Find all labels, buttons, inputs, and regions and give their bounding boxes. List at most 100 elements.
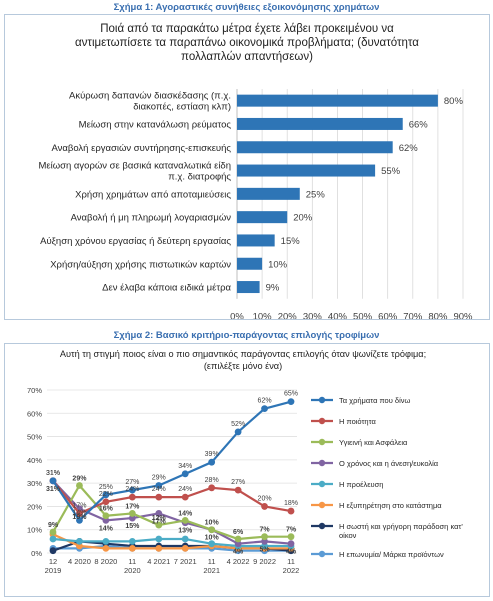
legend-marker [318,438,326,446]
legend-item: Υγιεινή και Ασφάλεια [311,438,408,447]
bar [237,94,438,107]
legend-item: Η σωστή και γρήγορη παράδοση κατ'οίκον [311,522,463,540]
y-tick-label: 60% [27,409,42,418]
bar-data-label: 25% [306,189,326,200]
point-data-label: 10% [205,535,220,542]
data-point [155,510,163,517]
data-point [102,512,110,520]
y-tick-label: 20% [27,502,42,511]
category-label: Δεν έλαβα κάποια ειδικά μέτρα [102,283,231,294]
y-tick-label: 70% [27,386,42,395]
data-point [181,517,189,524]
category-label: Αύξηση χρόνου εργασίας ή δεύτερη εργασία… [40,236,231,247]
figure2-caption: Σχήμα 2: Βασικό κριτήριο-παράγοντας επιλ… [113,330,380,341]
data-point [234,540,242,548]
point-data-label: 14% [72,509,86,516]
x-tick-label: 0% [230,312,244,319]
series-line [52,400,292,522]
category-label: π.χ. διατροφής [168,172,231,183]
legend-label: Η εξυπηρέτηση στο κατάστημα [339,501,442,510]
point-data-label: 17% [125,503,140,510]
x-tick-label: 10% [253,312,273,319]
data-point [181,535,189,543]
point-data-label: 19% [72,514,87,521]
legend-marker [318,522,326,530]
bar [237,257,263,270]
bar [237,117,403,130]
data-point [155,521,163,529]
point-data-label: 5% [259,546,270,553]
point-data-label: 28% [205,477,219,484]
data-point [102,517,110,524]
x-tick-label: 90% [453,312,473,319]
legend-label: Τα χρήματα που δίνω [339,396,411,405]
legend-item: Ο χρόνος και η άνεση/ευκολία [311,459,439,468]
chart-title-line: Αυτή τη στιγμή ποιος είναι ο πιο σημαντι… [60,349,426,359]
chart-title-line: (επιλέξτε μόνο ένα) [204,361,282,371]
point-data-label: 4% [233,549,244,556]
series-line [52,484,291,541]
data-point [76,510,83,517]
legend-marker [318,459,326,467]
category-label: Αναβολή εργασιών συντήρησης-επισκευής [51,143,231,154]
category-label: Χρήση/αύξηση χρήσης πιστωτικών καρτών [50,259,231,270]
legend-label: Η σωστή και γρήγορη παράδοση κατ' [339,522,463,531]
point-data-label: 17% [72,502,86,509]
x-tick-label: 11 [208,557,216,566]
x-tick-label: 8 2020 [94,557,117,566]
y-tick-label: 40% [27,456,42,465]
data-point [49,535,57,543]
bar-data-label: 9% [266,283,280,294]
data-point [208,484,216,492]
legend-label: Η ποιότητα [339,417,376,426]
data-point [76,542,83,550]
legend-label: οίκον [339,531,357,540]
x-tick-label: 9 2022 [253,557,276,566]
data-point [234,535,242,543]
x-tick-label: 50% [353,312,373,319]
legend-marker [318,480,326,488]
bar [237,164,376,177]
data-point [261,537,268,545]
data-point [261,542,268,550]
point-data-label: 14% [99,525,114,532]
point-data-label: 22% [99,491,113,498]
legend-item: Η προέλευση [311,480,383,489]
data-point [287,507,295,515]
legend-marker [318,550,326,558]
data-point [49,528,57,536]
data-point [49,477,57,485]
category-label: Ακύρωση δαπανών διασκέδασης (π.χ. [69,91,231,102]
point-data-label: 4% [286,549,297,556]
bar-data-label: 62% [399,143,419,154]
bar-chart: Ποιά από τα παρακάτω μέτρα έχετε λάβει π… [38,23,473,323]
category-label: Χρήση χρημάτων από αποταμιεύσεις [75,189,231,200]
bar-data-label: 10% [268,259,288,270]
x-tick-label: 7 2021 [174,557,197,566]
x-tick-label: 11 [287,557,295,566]
point-data-label: 27% [231,479,245,486]
x-tick-label: 2019 [45,566,62,575]
legend-label: Υγιεινή και Ασφάλεια [339,438,408,447]
data-point [208,526,216,534]
bar [237,187,300,200]
point-data-label: 29% [72,475,87,482]
point-data-label: 9% [48,522,59,529]
data-point [128,544,136,552]
data-point [76,482,83,489]
point-data-label: 7% [259,527,270,534]
point-data-label: 29% [152,474,166,481]
point-data-label: 14% [178,510,193,517]
data-point [76,537,83,545]
bar-data-label: 55% [381,166,401,177]
x-tick-label: 2020 [124,566,141,575]
point-data-label: 24% [178,486,192,493]
x-tick-label: 2022 [283,566,300,575]
bar-chart-panel: Ποιά από τα παρακάτω μέτρα έχετε λάβει π… [4,14,490,323]
series-line [52,480,292,545]
figure1-caption: Σχήμα 1: Αγοραστικές συνήθειες εξοικονόμ… [113,2,380,13]
data-point [208,540,216,548]
point-data-label: 52% [231,421,245,428]
bar-data-label: 15% [281,236,301,247]
y-tick-label: 30% [27,479,42,488]
